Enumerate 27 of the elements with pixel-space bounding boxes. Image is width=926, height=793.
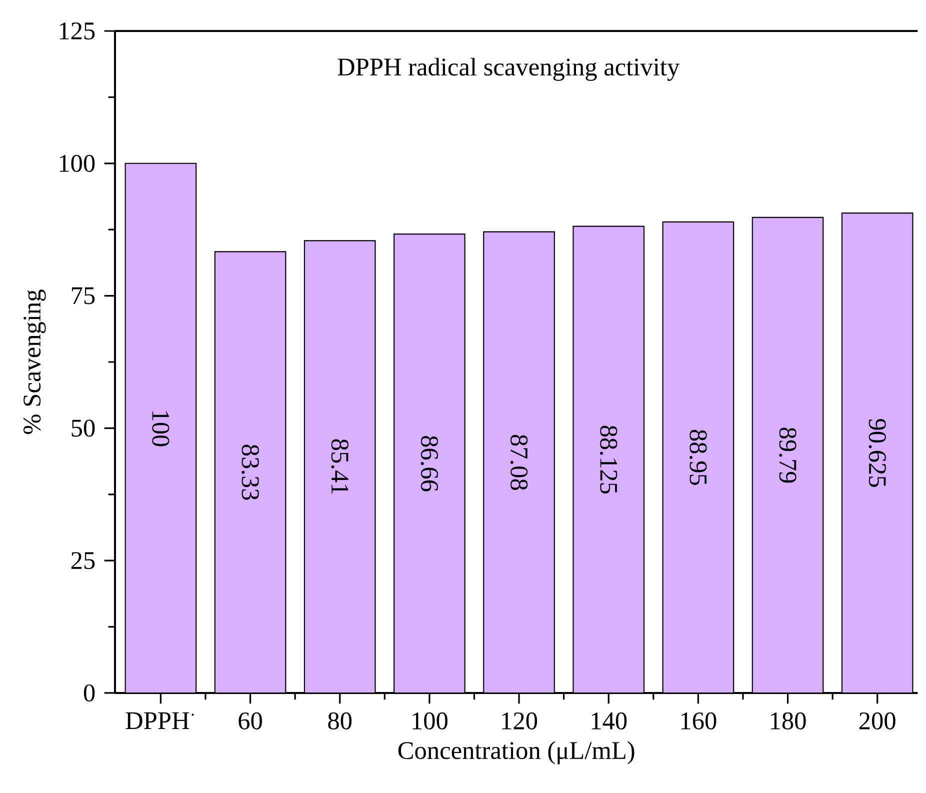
x-axis-title: Concentration (μL/mL) <box>398 741 634 764</box>
x-tick-label: 60 <box>238 712 262 730</box>
x-tick-label: 140 <box>592 712 627 730</box>
y-tick-label: 75 <box>72 287 95 304</box>
data-label: 83.33 <box>242 444 259 500</box>
y-axis-title: % Scavenging <box>24 290 46 434</box>
x-tick-label: 180 <box>770 712 806 730</box>
x-tick-label: DPPH$^{·}$ <box>126 712 194 729</box>
x-tick-label: 160 <box>681 712 716 730</box>
data-label: 88.95 <box>690 430 707 485</box>
data-label: 90.625 <box>868 418 886 487</box>
x-tick-label: 80 <box>328 712 352 730</box>
x-tick-label: 120 <box>502 712 538 730</box>
x-tick-label: 200 <box>859 712 896 730</box>
data-label: 88.125 <box>600 426 618 494</box>
data-label: 87.08 <box>510 434 528 490</box>
data-label: 86.66 <box>420 436 438 492</box>
y-tick-label: 50 <box>72 420 95 437</box>
y-tick-label: 0 <box>84 684 95 702</box>
data-label: 85.41 <box>331 439 348 494</box>
y-tick-label: 25 <box>71 552 95 570</box>
data-label: 89.79 <box>779 428 796 483</box>
y-tick-label: 125 <box>60 22 95 40</box>
data-label: 100 <box>152 411 170 446</box>
text: DPPH radical scavenging activity <box>338 58 680 81</box>
x-tick-label: 100 <box>412 712 448 730</box>
y-tick-label: 100 <box>60 154 95 172</box>
